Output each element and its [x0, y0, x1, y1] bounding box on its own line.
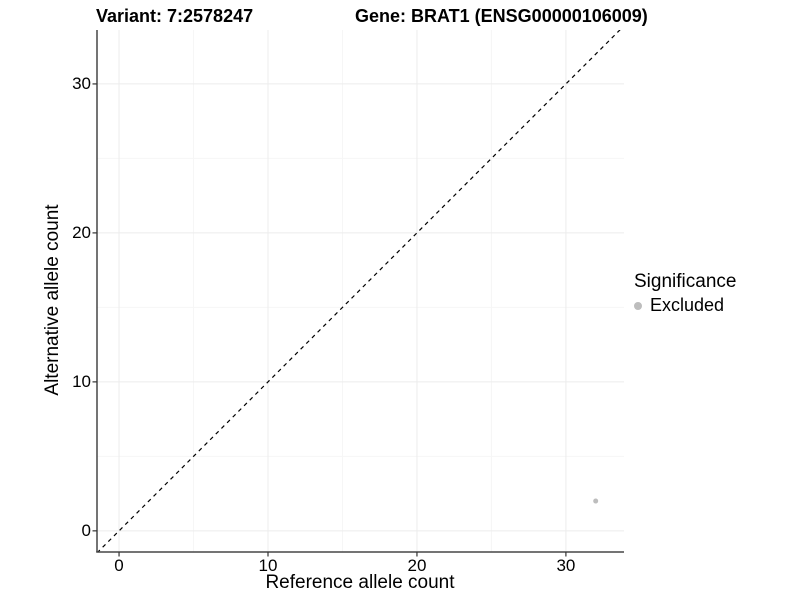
x-axis-title: Reference allele count — [265, 572, 455, 593]
legend-point-icon — [634, 301, 642, 310]
legend-title: Significance — [634, 271, 737, 292]
plot-title-gene: Gene: BRAT1 (ENSG00000106009) — [355, 6, 648, 26]
y-tick-label: 20 — [72, 222, 91, 242]
x-tick-label: 20 — [407, 556, 427, 575]
identity-dashed-line — [97, 30, 621, 552]
data-point — [593, 498, 599, 504]
y-tick-label: 30 — [72, 73, 91, 93]
x-tick-label: 10 — [258, 556, 278, 575]
y-tick-label: 10 — [72, 371, 91, 391]
x-tick-label: 0 — [114, 556, 124, 575]
x-tick-label: 30 — [556, 556, 576, 575]
legend-entry-excluded: Excluded — [634, 295, 736, 316]
y-tick-label: 0 — [81, 520, 91, 540]
plot-title-variant: Variant: 7:2578247 — [96, 6, 254, 26]
legend-entry-label: Excluded — [650, 295, 725, 315]
legend: Significance Excluded — [634, 270, 736, 316]
